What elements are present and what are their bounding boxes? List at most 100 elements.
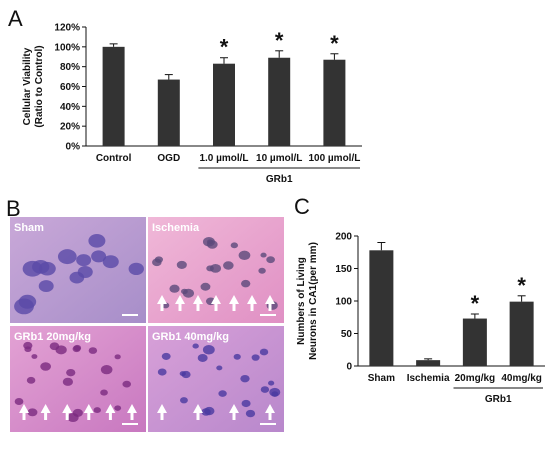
significance-star: * bbox=[517, 273, 526, 298]
significance-star: * bbox=[471, 291, 480, 316]
cell-nucleus bbox=[14, 298, 34, 315]
cell-nucleus bbox=[24, 346, 32, 353]
category-label: 20mg/kg bbox=[455, 373, 496, 384]
y-tick-label: 200 bbox=[335, 232, 352, 243]
category-label: 100 µmol/L bbox=[308, 153, 360, 164]
chart-c: 0 50 100 150 200 Numbers of LivingNeurons in … bbox=[296, 232, 545, 405]
cell-nucleus bbox=[206, 265, 214, 272]
cell-nucleus bbox=[91, 250, 107, 263]
cell-nucleus bbox=[88, 347, 98, 354]
bar bbox=[323, 59, 346, 146]
group-label: GRb1 bbox=[266, 174, 293, 185]
arrow-marker bbox=[83, 404, 94, 420]
cell-nucleus bbox=[27, 408, 38, 417]
category-label: 10 µmol/L bbox=[256, 153, 302, 164]
cell-nucleus bbox=[40, 362, 52, 371]
panel-letter-c: C bbox=[294, 194, 310, 219]
arrow-marker bbox=[247, 295, 257, 311]
cell-nucleus bbox=[14, 397, 24, 405]
arrow-marker bbox=[193, 404, 203, 420]
y-tick-label: 100 bbox=[335, 297, 352, 308]
arrow-marker bbox=[211, 295, 221, 311]
cell-nucleus bbox=[245, 409, 256, 418]
cell-nucleus bbox=[38, 280, 54, 293]
group-label: GRb1 bbox=[485, 394, 512, 405]
y-axis-label: Cellular Viability(Ratio to Control) bbox=[22, 45, 45, 127]
category-label: OGD bbox=[157, 153, 180, 164]
y-tick-label: 50 bbox=[341, 329, 353, 340]
cell-nucleus bbox=[259, 348, 269, 356]
cell-nucleus bbox=[238, 250, 251, 260]
y-tick-label: 120% bbox=[54, 23, 80, 34]
cell-nucleus bbox=[202, 344, 215, 355]
cell-nucleus bbox=[76, 254, 92, 267]
micrograph-tile: Sham bbox=[10, 217, 146, 323]
y-axis-label: Numbers of LivingNeurons in CA1(per mm) bbox=[296, 242, 319, 360]
cell-nucleus bbox=[49, 342, 60, 351]
micrograph-label: GRb1 40mg/kg bbox=[152, 331, 229, 343]
cell-nucleus bbox=[179, 371, 186, 377]
cell-nucleus bbox=[200, 282, 211, 291]
micrograph-image bbox=[148, 326, 284, 432]
cell-nucleus bbox=[180, 397, 188, 404]
cell-nucleus bbox=[72, 345, 81, 353]
significance-star: * bbox=[275, 28, 284, 53]
bar bbox=[213, 63, 235, 146]
bar bbox=[369, 250, 394, 366]
cell-nucleus bbox=[152, 258, 162, 267]
arrow-marker bbox=[265, 404, 275, 420]
cell-nucleus bbox=[66, 368, 76, 377]
cell-nucleus bbox=[260, 386, 270, 393]
arrow-marker bbox=[229, 295, 239, 311]
cell-nucleus bbox=[258, 267, 266, 274]
cell-nucleus bbox=[77, 266, 93, 279]
cell-nucleus bbox=[233, 353, 241, 360]
arrow-marker bbox=[62, 404, 73, 420]
significance-star: * bbox=[330, 31, 339, 56]
cell-nucleus bbox=[114, 354, 121, 360]
cell-nucleus bbox=[57, 249, 77, 265]
bar bbox=[462, 318, 487, 366]
cell-nucleus bbox=[31, 354, 38, 359]
micrograph-label: GRb1 20mg/kg bbox=[14, 331, 91, 343]
micrograph-label: Ischemia bbox=[152, 222, 200, 234]
y-tick-label: 80% bbox=[60, 62, 80, 73]
cell-nucleus bbox=[206, 240, 218, 249]
bar bbox=[509, 301, 534, 366]
cell-nucleus bbox=[268, 380, 275, 386]
arrow-marker bbox=[157, 295, 167, 311]
cell-nucleus bbox=[161, 352, 171, 360]
panel-letter-b: B bbox=[6, 196, 21, 221]
cell-nucleus bbox=[26, 376, 36, 384]
y-tick-label: 40% bbox=[60, 102, 80, 113]
cell-nucleus bbox=[271, 391, 279, 397]
cell-nucleus bbox=[251, 354, 260, 361]
y-tick-label: 60% bbox=[60, 82, 80, 93]
arrow-marker bbox=[40, 404, 51, 420]
chart-a: 0% 20% 40% 60% 80% 100% 120% Cellular Viability… bbox=[22, 23, 362, 185]
bar bbox=[416, 360, 441, 366]
cell-nucleus bbox=[241, 279, 251, 288]
category-label: 1.0 µmol/L bbox=[199, 153, 248, 164]
cell-nucleus bbox=[100, 389, 108, 396]
cell-nucleus bbox=[102, 255, 119, 269]
cell-nucleus bbox=[88, 234, 106, 248]
cell-nucleus bbox=[218, 390, 227, 397]
cell-nucleus bbox=[230, 242, 239, 249]
arrow-marker bbox=[105, 404, 116, 420]
cell-nucleus bbox=[176, 260, 187, 269]
arrow-marker bbox=[175, 295, 185, 311]
arrow-marker bbox=[157, 404, 167, 420]
arrow-marker bbox=[127, 404, 137, 420]
cell-nucleus bbox=[62, 377, 73, 386]
category-label: Control bbox=[96, 153, 132, 164]
cell-nucleus bbox=[169, 284, 180, 293]
cell-nucleus bbox=[223, 261, 234, 270]
cell-nucleus bbox=[216, 365, 223, 371]
cell-nucleus bbox=[100, 365, 113, 375]
cell-nucleus bbox=[122, 380, 131, 388]
micrograph-panel: Sham Ischemia GRb1 20mg/kg GRb1 40mg/kg bbox=[10, 217, 284, 432]
cell-nucleus bbox=[157, 368, 167, 376]
y-tick-label: 0 bbox=[346, 362, 352, 373]
cell-nucleus bbox=[192, 343, 199, 349]
